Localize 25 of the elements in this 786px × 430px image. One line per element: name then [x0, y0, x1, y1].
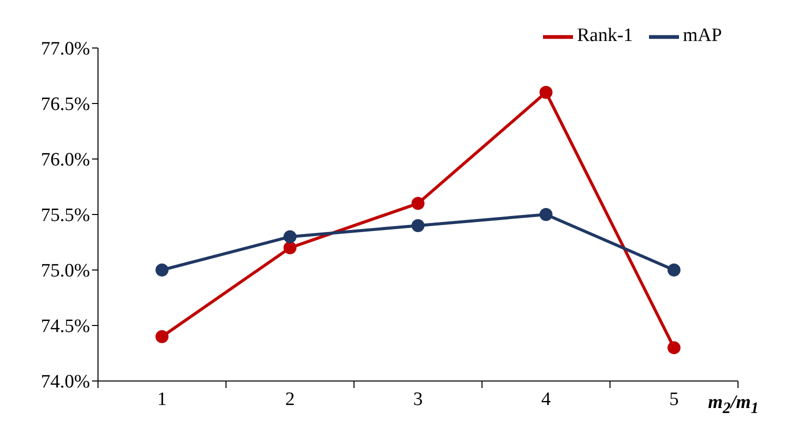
x-tick-label: 1	[157, 389, 167, 410]
x-tick-label: 5	[669, 389, 679, 410]
y-tick-label: 74.5%	[40, 316, 90, 338]
point	[156, 330, 168, 344]
legend-label: Rank-1	[576, 25, 633, 46]
point	[412, 219, 424, 232]
y-tick-label: 76.0%	[40, 150, 90, 171]
x-axis-title: m$_{2}$/m$_{1}$	[708, 392, 759, 418]
point	[540, 208, 552, 221]
y-tick-label: 74.0%	[40, 372, 90, 393]
x-tick-label: 2	[285, 389, 295, 410]
point	[668, 264, 680, 276]
point	[284, 241, 296, 254]
y-tick-label: 76.5%	[40, 94, 90, 116]
y-tick-label: 77.0%	[40, 38, 90, 60]
x-tick-label: 3	[413, 389, 423, 410]
y-tick-label: 75.0%	[40, 260, 90, 282]
point	[284, 230, 296, 244]
x-tick-label: 4	[541, 389, 552, 410]
point	[668, 341, 680, 354]
y-tick-label: 75.5%	[40, 205, 90, 226]
point	[156, 264, 168, 276]
legend-label: mAP	[682, 25, 722, 46]
point	[540, 86, 552, 99]
point	[412, 196, 424, 210]
